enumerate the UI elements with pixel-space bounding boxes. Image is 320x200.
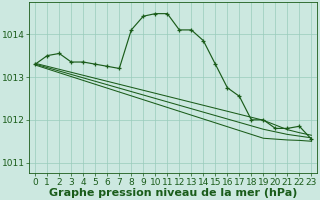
X-axis label: Graphe pression niveau de la mer (hPa): Graphe pression niveau de la mer (hPa) — [49, 188, 298, 198]
